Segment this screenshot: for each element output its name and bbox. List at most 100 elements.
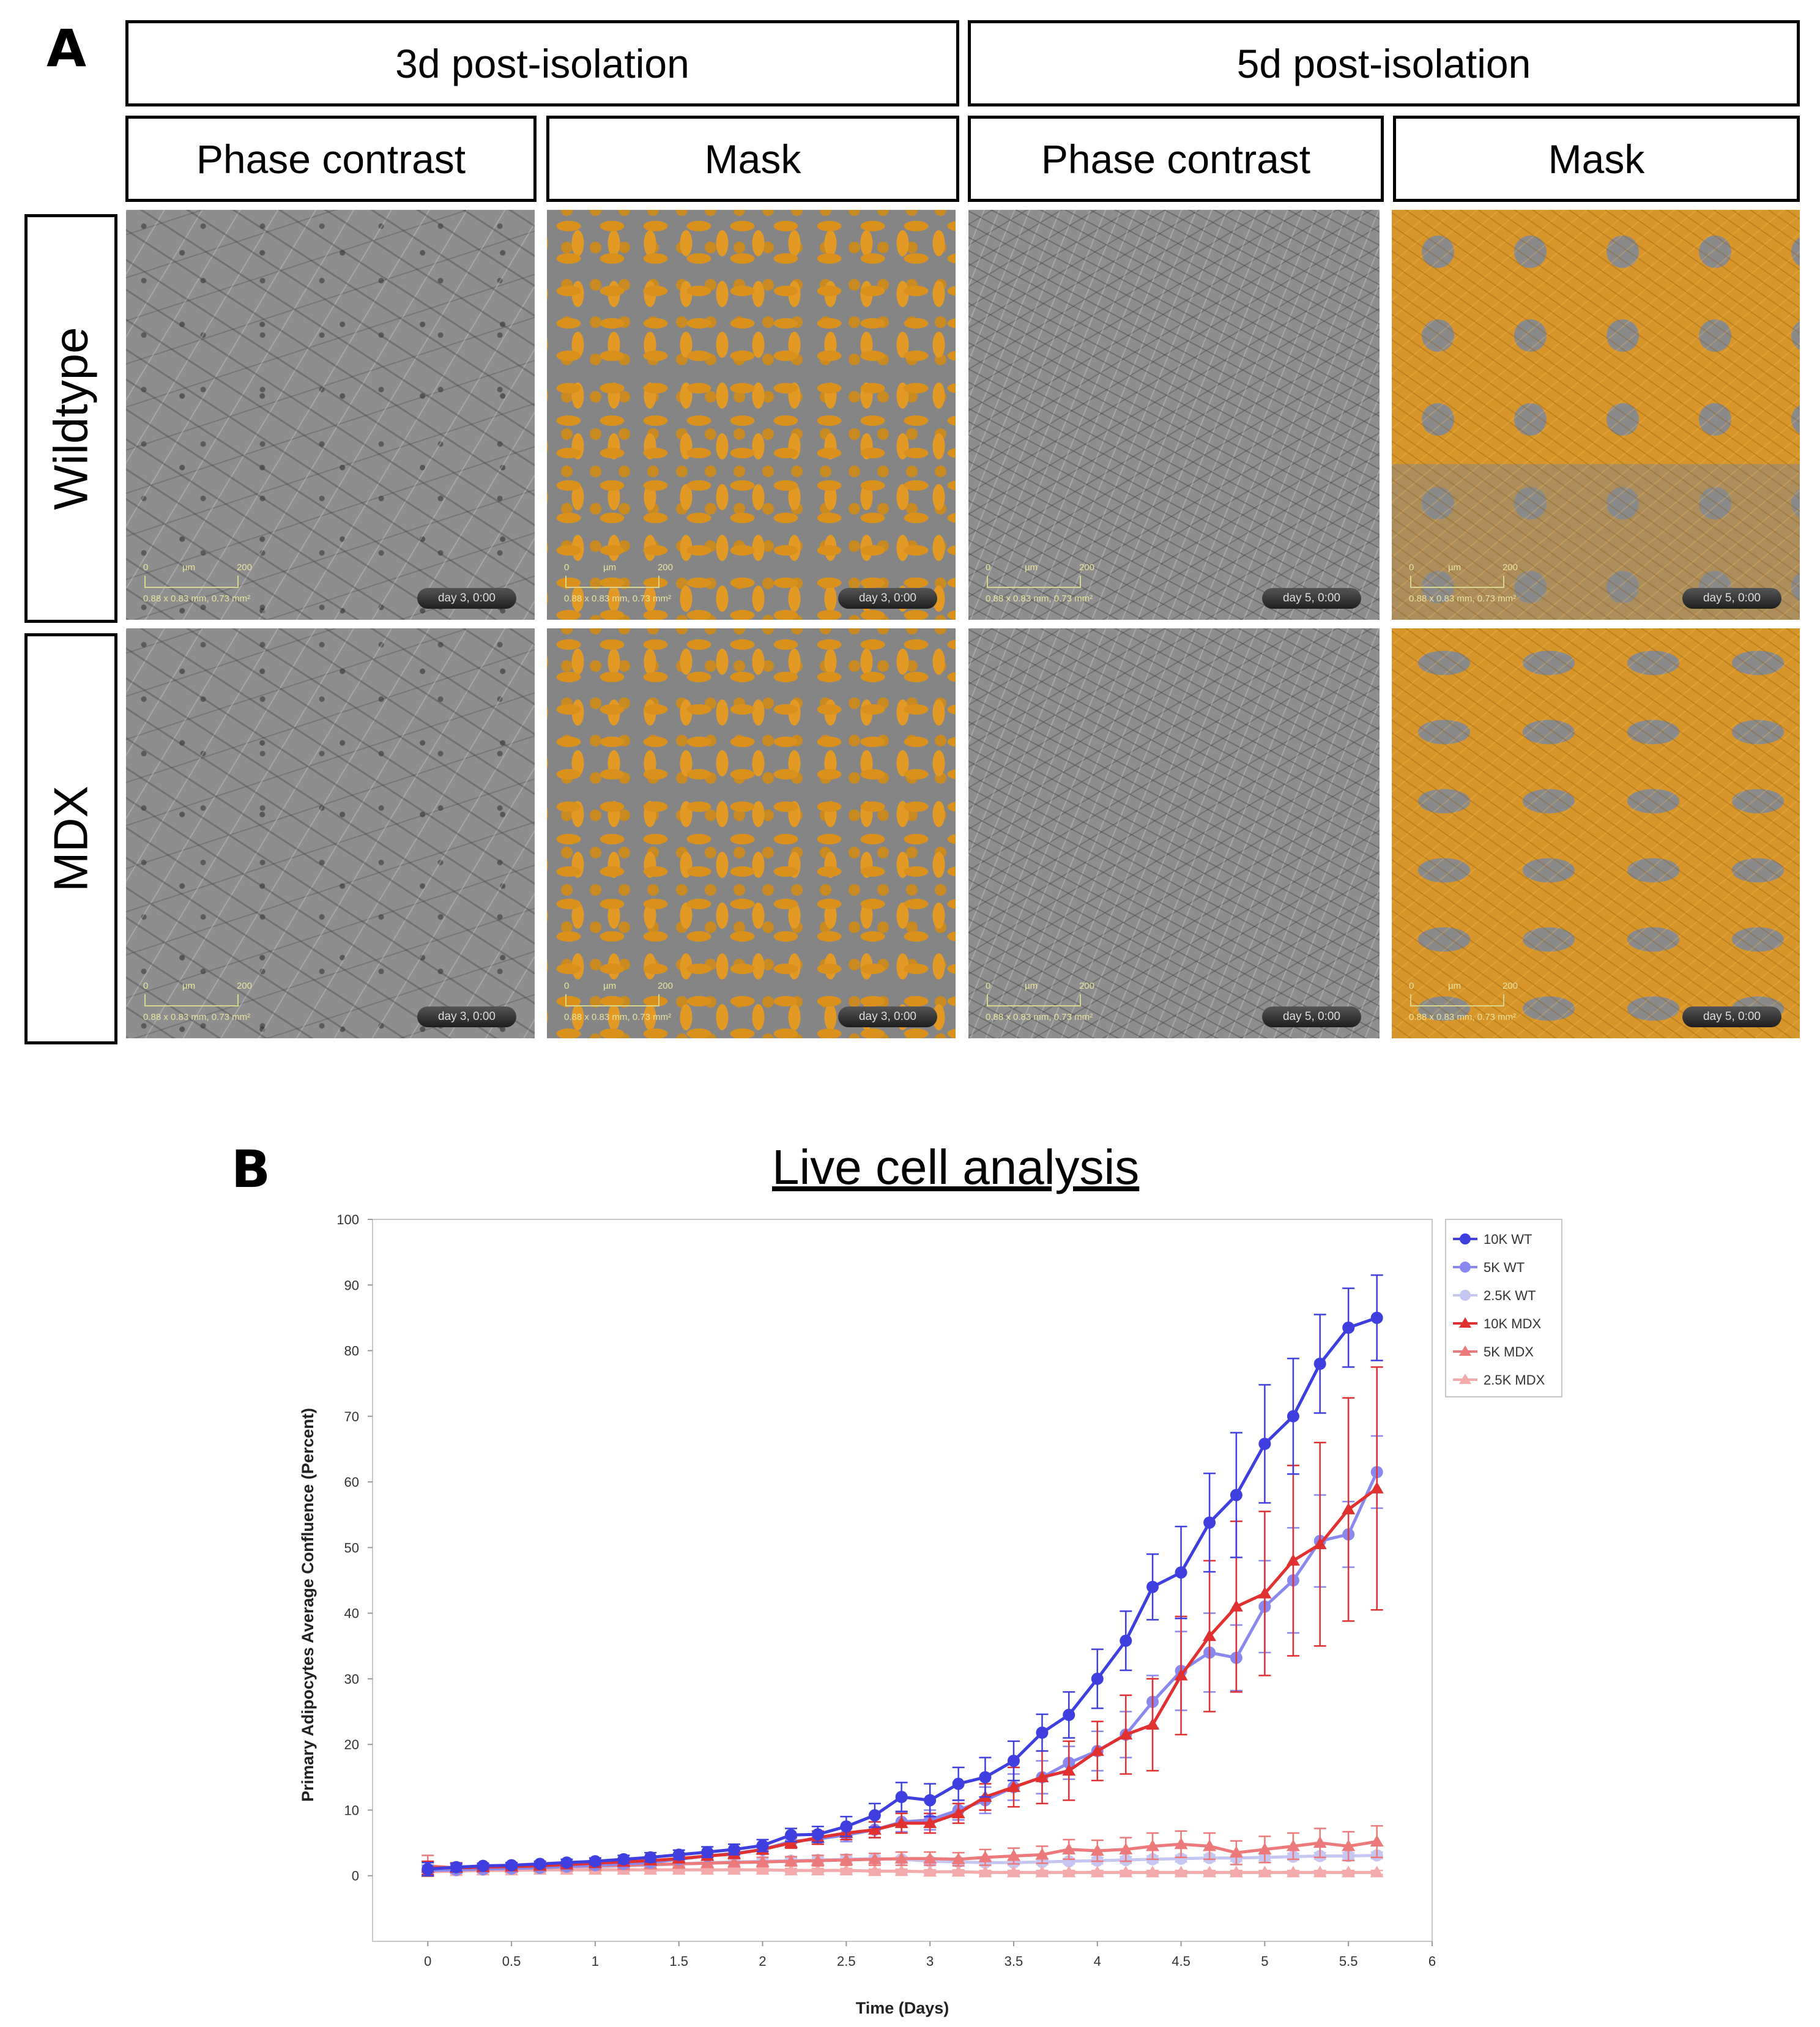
data-point xyxy=(868,1809,881,1822)
data-point xyxy=(1313,1358,1326,1370)
header-3d-post-isolation: 3d post-isolation xyxy=(125,20,959,106)
x-tick-label: 2.5 xyxy=(837,1954,856,1969)
legend-label: 2.5K MDX xyxy=(1484,1372,1545,1388)
micrograph-wildtype-3d-phase: 0 µm 200 0.88 x 0.83 mm, 0.73 mm² day 3, 0… xyxy=(126,210,535,620)
data-point xyxy=(923,1865,937,1877)
legend-item[interactable]: 10K MDX xyxy=(1453,1316,1541,1331)
data-point xyxy=(672,1863,686,1875)
data-point xyxy=(422,1863,434,1875)
data-point xyxy=(1146,1580,1159,1593)
day-label: day 3, 0:00 xyxy=(417,1006,516,1027)
data-point xyxy=(1229,1599,1243,1612)
header-5d-post-isolation: 5d post-isolation xyxy=(968,20,1800,106)
data-point xyxy=(1342,1865,1356,1878)
x-tick-label: 4 xyxy=(1094,1954,1101,1969)
data-point xyxy=(1313,1836,1327,1848)
data-point xyxy=(1203,1865,1217,1878)
confluence-line-chart: 0 0.5 1 1.5 2 2.5 3 3.5 4 4.5 5 5.5 6010203040506070… xyxy=(299,1213,1562,2017)
legend-label: 5K WT xyxy=(1484,1260,1525,1275)
data-point xyxy=(811,1828,824,1841)
data-point xyxy=(1258,1586,1272,1599)
data-point xyxy=(811,1864,825,1876)
scale-bar: 0 µm 200 xyxy=(143,562,252,588)
data-point xyxy=(1120,1634,1132,1647)
data-point xyxy=(1006,1849,1020,1861)
data-point xyxy=(840,1820,853,1833)
data-point xyxy=(894,1816,908,1828)
scale-bar: 0 µm 200 xyxy=(1409,981,1518,1006)
x-tick-label: 0 xyxy=(424,1954,431,1969)
data-point xyxy=(756,1863,770,1875)
day-label: day 5, 0:00 xyxy=(1682,1006,1781,1027)
data-point xyxy=(1090,1744,1104,1756)
x-tick-label: 1.5 xyxy=(669,1954,688,1969)
data-point xyxy=(978,1865,992,1878)
y-tick-label: 40 xyxy=(344,1606,359,1621)
data-point xyxy=(1063,1855,1075,1868)
data-point xyxy=(923,1816,937,1828)
axes: 0 0.5 1 1.5 2 2.5 3 3.5 4 4.5 5 5.5 6010203040506070… xyxy=(336,1213,1436,1969)
legend[interactable]: 10K WT 5K WT 2.5K WT 10K MDX 5K MDX 2.5K MDX xyxy=(1445,1219,1562,1397)
subheader-phase-contrast-3d: Phase contrast xyxy=(125,116,537,202)
micrograph-mdx-3d-mask: 0 µm 200 0.88 x 0.83 mm, 0.73 mm² day 3, 0… xyxy=(547,628,956,1038)
data-point xyxy=(756,1855,770,1867)
y-tick-label: 30 xyxy=(344,1672,359,1687)
legend-label: 10K MDX xyxy=(1484,1316,1541,1331)
legend-marker xyxy=(1459,1317,1471,1328)
row-label-mdx: MDX xyxy=(24,633,117,1044)
data-point xyxy=(1174,1865,1188,1878)
legend-item[interactable]: 2.5K MDX xyxy=(1453,1372,1545,1388)
image-dimensions: 0.88 x 0.83 mm, 0.73 mm² xyxy=(143,1012,251,1022)
data-point xyxy=(1174,1837,1188,1850)
legend-marker xyxy=(1460,1233,1471,1244)
data-point xyxy=(1175,1566,1187,1579)
data-point xyxy=(1146,1718,1160,1730)
data-point xyxy=(951,1852,965,1864)
data-point xyxy=(1342,1503,1356,1515)
y-tick-label: 60 xyxy=(344,1475,359,1490)
data-point xyxy=(894,1864,908,1876)
data-point xyxy=(923,1851,937,1864)
data-point xyxy=(1119,1842,1133,1854)
x-tick-label: 0.5 xyxy=(502,1954,521,1969)
day-label: day 5, 0:00 xyxy=(1262,588,1361,609)
data-point xyxy=(1119,1728,1133,1740)
data-point xyxy=(1286,1839,1300,1851)
x-axis-label: Time (Days) xyxy=(856,1999,949,2017)
data-point xyxy=(1286,1865,1300,1878)
data-point xyxy=(1258,1842,1272,1854)
data-point xyxy=(1062,1865,1076,1878)
data-point xyxy=(617,1853,630,1865)
data-point xyxy=(1342,1322,1355,1334)
data-point xyxy=(952,1777,965,1790)
day-label: day 3, 0:00 xyxy=(417,588,516,609)
data-point xyxy=(1062,1842,1076,1854)
data-point xyxy=(867,1864,882,1876)
y-tick-label: 0 xyxy=(352,1869,359,1884)
legend-item[interactable]: 5K MDX xyxy=(1453,1344,1534,1359)
data-point xyxy=(533,1858,546,1870)
legend-marker xyxy=(1460,1290,1471,1301)
data-point xyxy=(894,1851,908,1864)
row-label-mdx-text: MDX xyxy=(43,786,98,892)
micrograph-wildtype-5d-mask: 0 µm 200 0.88 x 0.83 mm, 0.73 mm² day 5, 0… xyxy=(1392,210,1800,620)
data-point xyxy=(505,1859,518,1872)
data-point xyxy=(700,1863,715,1875)
y-tick-label: 100 xyxy=(336,1213,359,1227)
day-label: day 3, 0:00 xyxy=(838,588,937,609)
data-point xyxy=(1230,1489,1242,1501)
image-dimensions: 0.88 x 0.83 mm, 0.73 mm² xyxy=(1409,1012,1517,1022)
x-tick-label: 3 xyxy=(926,1954,934,1969)
data-point xyxy=(700,1856,715,1869)
scale-bar: 0 µm 200 xyxy=(1409,562,1518,588)
y-tick-label: 90 xyxy=(344,1278,359,1293)
data-point xyxy=(784,1864,798,1876)
data-point xyxy=(811,1854,825,1866)
legend-item[interactable]: 2.5K WT xyxy=(1453,1288,1536,1303)
data-point xyxy=(1062,1764,1076,1776)
legend-item[interactable]: 10K WT xyxy=(1453,1232,1532,1247)
micrograph-mdx-5d-mask: 0 µm 200 0.88 x 0.83 mm, 0.73 mm² day 5, 0… xyxy=(1392,628,1800,1038)
data-point xyxy=(1007,1755,1020,1767)
legend-item[interactable]: 5K WT xyxy=(1453,1260,1525,1275)
y-tick-label: 20 xyxy=(344,1737,359,1752)
